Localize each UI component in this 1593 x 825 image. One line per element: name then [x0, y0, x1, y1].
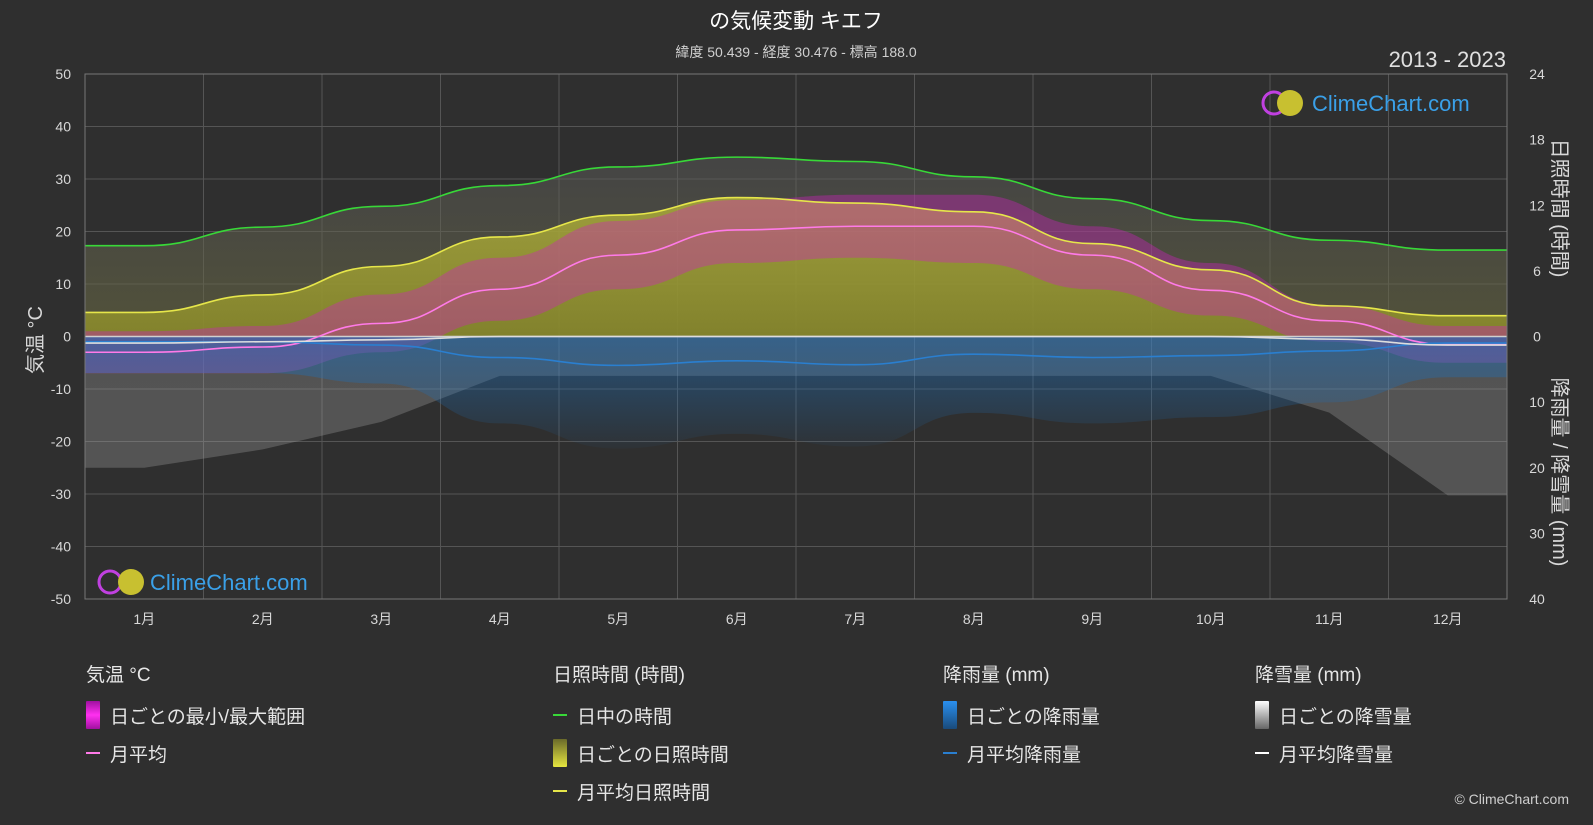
legend-snow: 降雪量 (mm) 日ごとの降雪量 月平均降雪量: [1255, 660, 1412, 772]
month-tick-label: 3月: [370, 611, 392, 627]
temp-avg-line: [85, 225, 1507, 354]
right-tick-label-sun: 12: [1529, 197, 1545, 213]
line-swatch-icon: [1255, 752, 1269, 754]
legend-item-snow-avg: 月平均降雪量: [1255, 734, 1412, 772]
month-tick-label: 4月: [489, 611, 511, 627]
left-axis-label: 気温 °C: [24, 306, 47, 374]
line-swatch-icon: [86, 752, 100, 754]
right-tick-label-precip: 40: [1529, 591, 1545, 607]
left-tick-label: 50: [55, 66, 71, 82]
left-tick-label: 0: [63, 329, 71, 345]
legend-item-sun-daily: 日ごとの日照時間: [553, 734, 729, 772]
plot-area: 50 40 30 20 10 0 -10 -20 -30 -40 -50 24 18 12 6 0 10 20 30…: [51, 66, 1545, 627]
month-tick-label: 5月: [607, 611, 629, 627]
sunshine-avg-line: [85, 196, 1507, 317]
right-tick-label-sun: 6: [1533, 263, 1541, 279]
temp-range-band: [85, 194, 1507, 374]
legend-title-rain: 降雨量 (mm): [943, 665, 1050, 686]
right-tick-label-sun: 18: [1529, 132, 1545, 148]
legend-label: 月平均降雨量: [967, 744, 1082, 766]
left-tick-label: -30: [51, 486, 71, 502]
right-axis-label-bottom: 降雨量 / 降雪量 (mm): [1548, 378, 1571, 567]
range-swatch-icon: [86, 701, 100, 729]
month-tick-label: 12月: [1433, 611, 1463, 627]
rain-avg-line: [85, 340, 1507, 367]
watermark-text-top: ClimeChart.com: [1312, 91, 1470, 116]
right-tick-label-sun: 0: [1533, 329, 1541, 345]
month-tick-label: 1月: [133, 611, 155, 627]
left-tick-label: 30: [55, 171, 71, 187]
logo-sun-icon: [118, 569, 144, 595]
legend-label: 月平均: [110, 744, 168, 766]
legend-sun: 日照時間 (時間) 日中の時間 日ごとの日照時間 月平均日照時間: [553, 660, 729, 810]
legend-label: 日ごとの降雨量: [967, 706, 1100, 728]
plot-frame: [84, 73, 1508, 600]
watermark-top: ClimeChart.com: [1261, 90, 1470, 116]
climate-chart: の気候変動 キエフ 緯度 50.439 - 経度 30.476 - 標高 188…: [24, 10, 1571, 627]
legend-title-sun: 日照時間 (時間): [553, 665, 685, 686]
legend-item-snow-daily: 日ごとの降雪量: [1255, 696, 1412, 734]
snow-swatch-icon: [1255, 701, 1269, 729]
chart-title: の気候変動 キエフ: [709, 10, 883, 33]
legend-label: 日中の時間: [577, 706, 673, 728]
month-tick-label: 8月: [963, 611, 985, 627]
right-tick-label-precip: 10: [1529, 394, 1545, 410]
right-axis-label-top: 日照時間 (時間): [1548, 139, 1571, 278]
logo-sun-icon: [1277, 90, 1303, 116]
right-tick-label-precip: 30: [1529, 525, 1545, 541]
watermark-bottom: ClimeChart.com: [97, 569, 308, 595]
legend-rain: 降雨量 (mm) 日ごとの降雨量 月平均降雨量: [943, 660, 1100, 772]
sunshine-area: [85, 197, 1507, 337]
line-swatch-icon: [553, 790, 567, 792]
legend-label: 日ごとの日照時間: [577, 744, 729, 766]
month-tick-label: 2月: [252, 611, 274, 627]
legend-item-temp-avg: 月平均: [86, 734, 305, 772]
left-tick-label: -10: [51, 381, 71, 397]
right-tick-label-sun: 24: [1529, 66, 1545, 82]
chart-subtitle: 緯度 50.439 - 経度 30.476 - 標高 188.0: [675, 44, 916, 60]
month-tick-label: 9月: [1081, 611, 1103, 627]
left-tick-label: 10: [55, 276, 71, 292]
month-tick-label: 10月: [1196, 611, 1226, 627]
sun-swatch-icon: [553, 739, 567, 767]
left-tick-label: -20: [51, 434, 71, 450]
right-tick-label-precip: 20: [1529, 460, 1545, 476]
snow-avg-line: [85, 335, 1507, 346]
legend-label: 月平均日照時間: [577, 782, 711, 804]
left-tick-label: -50: [51, 591, 71, 607]
legend-title-snow: 降雪量 (mm): [1255, 665, 1362, 686]
watermark-text-bottom: ClimeChart.com: [150, 570, 308, 595]
line-swatch-icon: [943, 752, 957, 754]
legend-item-daylight: 日中の時間: [553, 696, 729, 734]
legend-item-rain-daily: 日ごとの降雨量: [943, 696, 1100, 734]
rain-area: [85, 336, 1507, 449]
legend-item-rain-avg: 月平均降雨量: [943, 734, 1100, 772]
legend-item-temp-range: 日ごとの最小/最大範囲: [86, 696, 305, 734]
line-swatch-icon: [553, 714, 567, 716]
left-tick-label: 20: [55, 224, 71, 240]
legend-label: 日ごとの最小/最大範囲: [110, 706, 306, 728]
year-range: 2013 - 2023: [1389, 47, 1506, 72]
legend-temp: 気温 °C 日ごとの最小/最大範囲 月平均: [86, 660, 305, 772]
month-tick-label: 6月: [726, 611, 748, 627]
left-tick-label: -40: [51, 539, 71, 555]
legend-item-sun-avg: 月平均日照時間: [553, 772, 729, 810]
legend-label: 日ごとの降雪量: [1279, 706, 1412, 728]
legend: 気温 °C 日ごとの最小/最大範囲 月平均 日照時間 (時間) 日中の時間 日ご…: [0, 660, 1593, 820]
month-tick-label: 7月: [844, 611, 866, 627]
copyright: © ClimeChart.com: [1454, 791, 1569, 807]
left-tick-label: 40: [55, 119, 71, 135]
legend-title-temp: 気温 °C: [86, 665, 151, 686]
rain-swatch-icon: [943, 701, 957, 729]
daylight-line: [84, 156, 1507, 251]
legend-label: 月平均降雪量: [1279, 744, 1394, 766]
month-tick-label: 11月: [1315, 611, 1344, 627]
